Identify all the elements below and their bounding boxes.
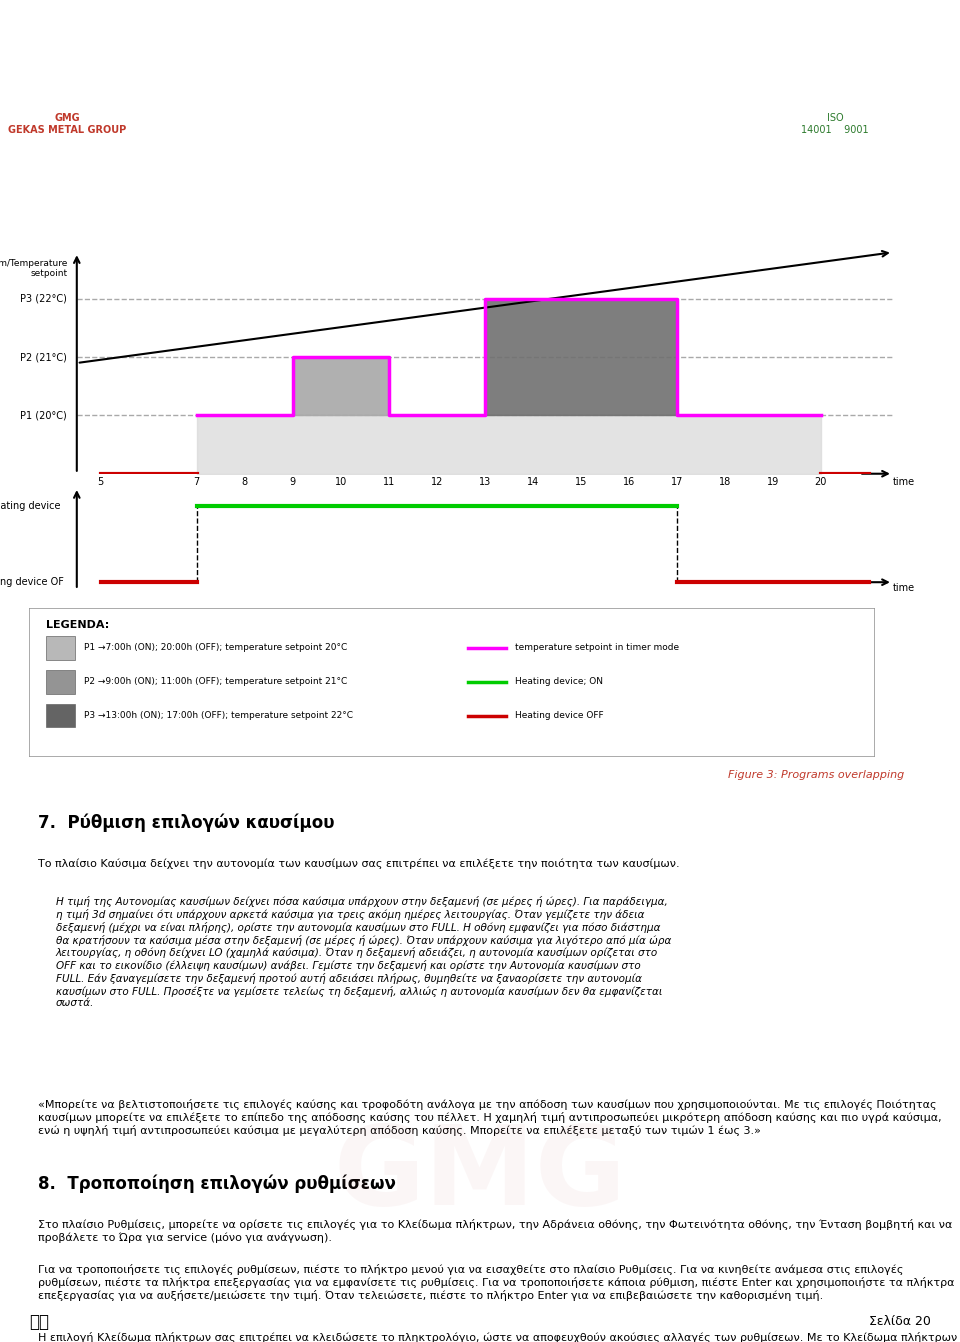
Text: temperature setpoint in timer mode: temperature setpoint in timer mode: [515, 643, 679, 652]
Text: P1 →7:00h (ON); 20:00h (OFF); temperature setpoint 20°C: P1 →7:00h (ON); 20:00h (OFF); temperatur…: [84, 643, 347, 652]
Text: GMG
GEKAS METAL GROUP: GMG GEKAS METAL GROUP: [8, 113, 127, 136]
Text: P3 →13:00h (ON); 17:00h (OFF); temperature setpoint 22°C: P3 →13:00h (ON); 17:00h (OFF); temperatu…: [84, 711, 352, 721]
Text: ISO
14001    9001: ISO 14001 9001: [802, 113, 869, 136]
Text: P3 (22°C): P3 (22°C): [20, 294, 67, 303]
Text: Σελίδα 20: Σελίδα 20: [870, 1315, 931, 1329]
Text: GMG: GMG: [333, 1121, 627, 1228]
Text: P2 (21°C): P2 (21°C): [20, 352, 67, 362]
Text: P2 →9:00h (ON); 11:00h (OFF); temperature setpoint 21°C: P2 →9:00h (ON); 11:00h (OFF); temperatur…: [84, 678, 347, 686]
Text: time: time: [893, 478, 915, 487]
Text: Heating device OF: Heating device OF: [0, 577, 67, 588]
Text: «Μπορείτε να βελτιστοποιήσετε τις επιλογές καύσης και τροφοδότη ανάλογα με την α: «Μπορείτε να βελτιστοποιήσετε τις επιλογ…: [37, 1099, 942, 1135]
Text: Στο πλαίσιο Ρυθμίσεις, μπορείτε να ορίσετε τις επιλογές για το Κλείδωμα πλήκτρων: Στο πλαίσιο Ρυθμίσεις, μπορείτε να ορίσε…: [37, 1220, 952, 1243]
Text: LEGENDA:: LEGENDA:: [46, 620, 108, 629]
Text: Figure 3: Programs overlapping: Figure 3: Programs overlapping: [728, 770, 904, 780]
Text: Η τιμή της Αυτονομίας καυσίμων δείχνει πόσα καύσιμα υπάρχουν στην δεξαμενή (σε μ: Η τιμή της Αυτονομίας καυσίμων δείχνει π…: [56, 896, 671, 1008]
Text: Για να τροποποιήσετε τις επιλογές ρυθμίσεων, πιέστε το πλήκτρο μενού για να εισα: Για να τροποποιήσετε τις επιλογές ρυθμίσ…: [37, 1264, 954, 1300]
FancyBboxPatch shape: [46, 670, 75, 694]
Text: Program/Temperature
setpoint: Program/Temperature setpoint: [0, 259, 67, 278]
Text: 🇬🇷: 🇬🇷: [29, 1312, 49, 1331]
Text: 7.  Ρύθμιση επιλογών καυσίμου: 7. Ρύθμιση επιλογών καυσίμου: [37, 813, 334, 832]
Text: Η επιλογή Κλείδωμα πλήκτρων σας επιτρέπει να κλειδώσετε το πληκτρολόγιο, ώστε να: Η επιλογή Κλείδωμα πλήκτρων σας επιτρέπε…: [37, 1333, 957, 1342]
FancyBboxPatch shape: [46, 703, 75, 727]
FancyBboxPatch shape: [46, 636, 75, 660]
Text: time: time: [893, 582, 915, 593]
Text: ΣΟΜΠΕΣ ΠΕΛΛΕΤ ΑΕΡΟΘΕΡΜΕΣ GEKASMETAL: ΣΟΜΠΕΣ ΠΕΛΛΕΤ ΑΕΡΟΘΕΡΜΕΣ GEKASMETAL: [198, 192, 762, 212]
Text: Το πλαίσιο Καύσιμα δείχνει την αυτονομία των καυσίμων σας επιτρέπει να επιλέξετε: Το πλαίσιο Καύσιμα δείχνει την αυτονομία…: [37, 859, 680, 870]
Text: 8.  Τροποποίηση επιλογών ρυθμίσεων: 8. Τροποποίηση επιλογών ρυθμίσεων: [37, 1174, 396, 1193]
Text: Heating device OFF: Heating device OFF: [515, 711, 603, 721]
Text: P1 (20°C): P1 (20°C): [20, 411, 67, 420]
Text: Heating device; ON: Heating device; ON: [515, 678, 603, 686]
Text: Heating device: Heating device: [0, 501, 67, 511]
